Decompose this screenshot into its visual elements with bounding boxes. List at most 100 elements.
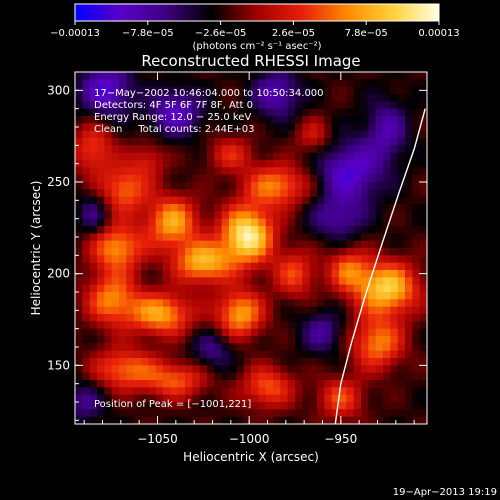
heatmap-cell <box>353 350 362 359</box>
heatmap-cell <box>258 86 267 95</box>
heatmap-cell <box>251 101 259 110</box>
heatmap-cell <box>97 336 105 344</box>
heatmap-cell <box>361 358 369 366</box>
heatmap-cell <box>265 306 274 315</box>
heatmap-cell <box>155 262 164 271</box>
heatmap-cell <box>273 145 281 154</box>
heatmap-cell <box>397 240 406 249</box>
heatmap-cell <box>82 240 91 249</box>
heatmap-cell <box>177 372 186 381</box>
heatmap-cell <box>258 336 267 344</box>
heatmap-cell <box>302 240 311 249</box>
heatmap-cell <box>397 387 406 396</box>
heatmap-cell <box>368 145 377 154</box>
colorbar-units: (photons cm⁻² s⁻¹ asec⁻²) <box>192 41 321 52</box>
heatmap-cell <box>221 94 230 102</box>
heatmap-cell <box>163 306 171 315</box>
heatmap-cell <box>265 211 274 220</box>
heatmap-cell <box>104 328 113 337</box>
heatmap-cell <box>133 182 142 190</box>
heatmap-cell <box>199 226 208 234</box>
heatmap-cell <box>368 255 377 264</box>
heatmap-cell <box>177 94 186 102</box>
heatmap-cell <box>236 306 245 315</box>
heatmap-cell <box>302 189 311 198</box>
heatmap-cell <box>331 189 340 198</box>
heatmap-cell <box>104 130 113 139</box>
heatmap-cell <box>126 292 135 300</box>
heatmap-cell <box>273 123 281 132</box>
heatmap-cell <box>82 328 91 337</box>
heatmap-cell <box>214 196 223 205</box>
heatmap-cell <box>258 233 267 242</box>
heatmap-cell <box>126 299 135 308</box>
heatmap-cell <box>104 248 113 256</box>
heatmap-cell <box>265 350 274 359</box>
heatmap-cell <box>309 240 318 249</box>
heatmap-cell <box>236 277 245 286</box>
heatmap-cell <box>104 72 113 80</box>
heatmap-cell <box>243 123 252 132</box>
heatmap-cell <box>97 72 105 80</box>
heatmap-cell <box>397 189 406 198</box>
heatmap-cell <box>236 211 245 220</box>
heatmap-cell <box>119 299 127 308</box>
heatmap-cell <box>251 160 259 168</box>
heatmap-cell <box>302 416 311 424</box>
heatmap-cell <box>82 262 91 271</box>
heatmap-cell <box>163 270 171 278</box>
heatmap-cell <box>383 262 391 271</box>
heatmap-cell <box>192 196 201 205</box>
heatmap-cell <box>324 255 333 264</box>
heatmap-cell <box>89 248 98 256</box>
heatmap-cell <box>133 196 142 205</box>
heatmap-cell <box>251 152 259 161</box>
heatmap-cell <box>353 101 362 110</box>
heatmap-cell <box>192 204 201 212</box>
heatmap-cell <box>405 299 413 308</box>
heatmap-cell <box>287 314 296 322</box>
heatmap-cell <box>214 174 223 183</box>
heatmap-cell <box>390 233 399 242</box>
heatmap-cell <box>104 218 113 227</box>
heatmap-cell <box>133 248 142 256</box>
heatmap-cell <box>251 328 259 337</box>
heatmap-cell <box>353 299 362 308</box>
heatmap-cell <box>375 123 384 132</box>
heatmap-cell <box>229 409 237 418</box>
heatmap-cell <box>258 350 267 359</box>
heatmap-cell <box>214 284 223 293</box>
heatmap-cell <box>324 204 333 212</box>
heatmap-cell <box>280 277 289 286</box>
heatmap-cell <box>221 182 230 190</box>
heatmap-cell <box>119 72 127 80</box>
heatmap-cell <box>82 387 91 396</box>
heatmap-cell <box>89 380 98 388</box>
heatmap-cell <box>302 196 311 205</box>
heatmap-cell <box>207 306 215 315</box>
heatmap-cell <box>419 204 427 212</box>
heatmap-cell <box>148 174 157 183</box>
heatmap-cell <box>375 72 384 80</box>
heatmap-cell <box>251 196 259 205</box>
heatmap-cell <box>214 255 223 264</box>
heatmap-cell <box>287 255 296 264</box>
heatmap-cell <box>258 306 267 315</box>
heatmap-cell <box>214 394 223 403</box>
heatmap-cell <box>133 277 142 286</box>
heatmap-cell <box>133 328 142 337</box>
heatmap-cell <box>214 79 223 88</box>
heatmap-cell <box>207 328 215 337</box>
heatmap-cell <box>258 284 267 293</box>
heatmap-cell <box>339 350 347 359</box>
heatmap-cell <box>133 336 142 344</box>
heatmap-cell <box>163 248 171 256</box>
heatmap-cell <box>353 108 362 117</box>
heatmap-cell <box>346 145 355 154</box>
heatmap-cell <box>170 248 179 256</box>
heatmap-cell <box>383 306 391 315</box>
heatmap-cell <box>207 372 215 381</box>
heatmap-cell <box>324 321 333 330</box>
heatmap-cell <box>346 182 355 190</box>
heatmap-cell <box>258 101 267 110</box>
